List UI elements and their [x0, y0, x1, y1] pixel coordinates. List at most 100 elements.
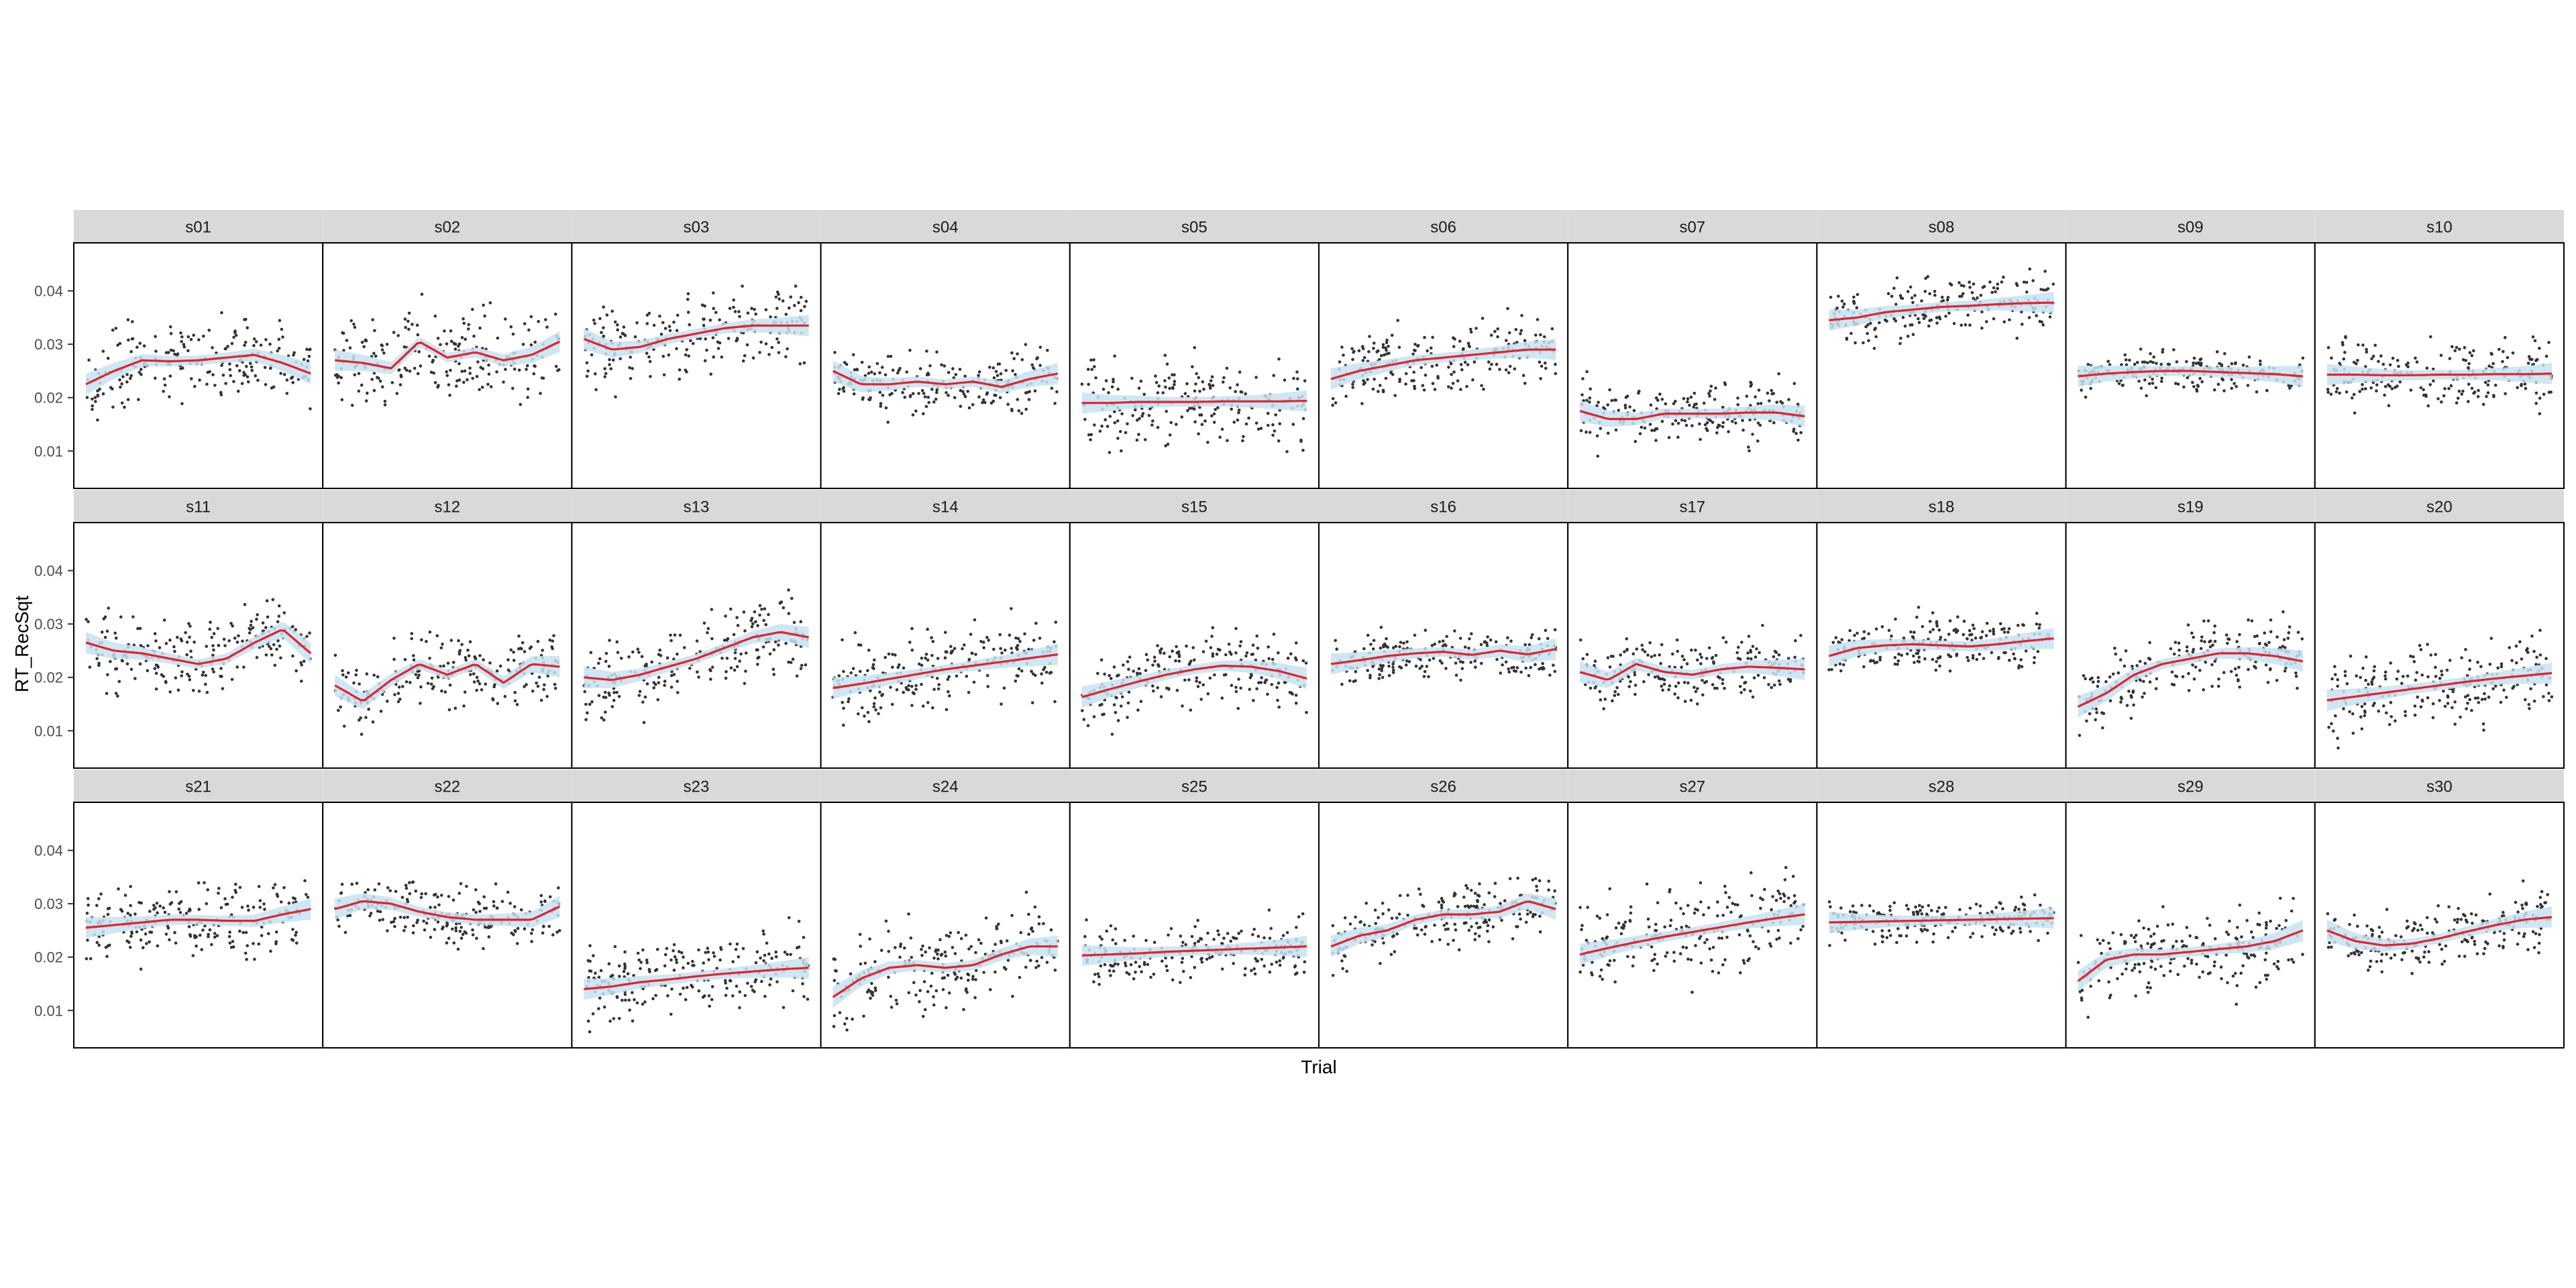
data-point: [1910, 296, 1914, 300]
data-point: [2401, 675, 2405, 678]
data-point: [464, 658, 468, 662]
data-point: [1766, 391, 1770, 395]
data-point: [1424, 629, 1428, 632]
facet-strip: [323, 210, 572, 243]
data-point: [1186, 409, 1189, 413]
data-point: [669, 674, 674, 678]
data-point: [1770, 392, 1774, 396]
data-point: [1423, 669, 1427, 674]
data-point: [911, 392, 915, 396]
data-point: [523, 927, 527, 930]
data-point: [536, 684, 540, 688]
data-point: [837, 392, 841, 395]
data-point: [471, 928, 474, 932]
data-point: [1980, 630, 1984, 633]
data-point: [2364, 365, 2367, 368]
data-point: [1885, 319, 1888, 323]
data-point: [1093, 365, 1096, 368]
data-point: [1849, 331, 1853, 335]
data-point: [1553, 628, 1557, 632]
data-point: [845, 362, 849, 366]
panel-border: [2314, 242, 2565, 489]
data-point: [586, 369, 590, 373]
data-point: [1947, 311, 1951, 315]
data-point: [669, 686, 674, 689]
data-point: [182, 343, 186, 346]
data-point: [394, 890, 398, 894]
data-point: [2470, 354, 2474, 358]
data-point: [1968, 629, 1972, 633]
data-point: [706, 631, 709, 635]
data-point: [2504, 335, 2507, 339]
data-point: [1248, 676, 1252, 680]
data-point: [2035, 623, 2039, 626]
data-point: [204, 682, 207, 686]
data-point: [1874, 327, 1877, 330]
data-point: [2477, 701, 2480, 704]
data-point: [961, 390, 965, 393]
data-point: [1191, 365, 1194, 369]
data-point: [985, 635, 989, 639]
data-point: [120, 659, 124, 662]
data-point: [1094, 376, 1097, 380]
data-point: [2192, 635, 2195, 639]
data-point: [305, 893, 308, 896]
data-point: [669, 639, 673, 643]
facet-strip: [1319, 210, 1568, 243]
data-point: [1962, 619, 1966, 623]
data-point: [1155, 380, 1159, 384]
data-point: [1747, 635, 1751, 638]
data-point: [2375, 389, 2378, 392]
data-point: [1674, 400, 1677, 403]
data-point: [945, 391, 948, 394]
data-point: [1156, 425, 1160, 429]
data-point: [523, 322, 527, 325]
data-point: [410, 637, 413, 641]
data-point: [971, 651, 974, 655]
data-point: [541, 649, 544, 652]
data-point: [1373, 378, 1376, 381]
data-point: [2021, 623, 2025, 627]
data-point: [2332, 729, 2335, 733]
data-point: [959, 405, 963, 408]
data-point: [986, 685, 989, 688]
data-point: [2022, 280, 2026, 284]
data-point: [341, 669, 344, 673]
data-point: [1165, 409, 1168, 413]
data-point: [1126, 660, 1130, 663]
data-point: [649, 375, 652, 378]
data-point: [756, 656, 759, 660]
data-point: [519, 908, 523, 912]
data-point: [1489, 333, 1493, 337]
data-point: [661, 354, 665, 358]
data-point: [1198, 681, 1201, 684]
data-point: [1737, 645, 1740, 649]
data-point: [275, 647, 278, 651]
data-point: [180, 674, 183, 678]
data-point: [2186, 623, 2190, 627]
data-point: [2089, 386, 2092, 390]
data-point: [1256, 427, 1260, 431]
data-point: [2037, 627, 2041, 630]
data-point: [868, 398, 872, 402]
data-point: [873, 658, 876, 662]
data-point: [1232, 421, 1236, 424]
data-point: [2364, 387, 2367, 390]
data-point: [998, 362, 1002, 366]
data-point: [2547, 699, 2551, 702]
data-point: [2021, 323, 2024, 326]
data-point: [1713, 686, 1717, 690]
data-point: [963, 395, 967, 398]
data-point: [2336, 684, 2339, 688]
data-point: [612, 691, 616, 694]
data-point: [1211, 654, 1215, 658]
data-point: [458, 342, 462, 345]
data-point: [154, 335, 157, 338]
data-point: [542, 688, 545, 691]
data-point: [1017, 409, 1021, 413]
data-point: [1422, 675, 1426, 678]
data-point: [1948, 669, 1952, 673]
data-point: [2363, 709, 2367, 713]
data-point: [616, 323, 619, 327]
data-point: [1721, 421, 1725, 425]
